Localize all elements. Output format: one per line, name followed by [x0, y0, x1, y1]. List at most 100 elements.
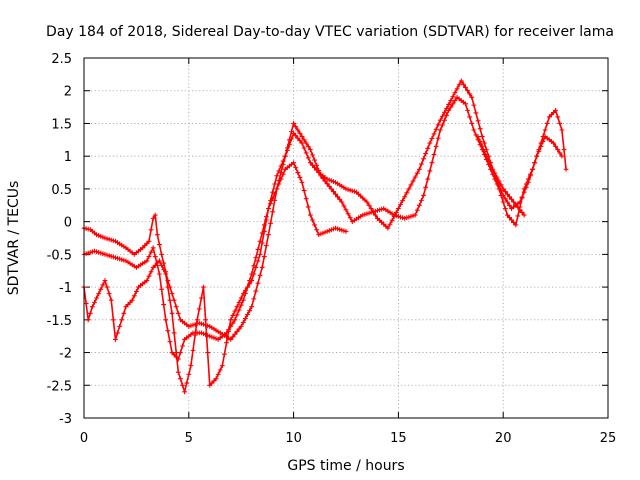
data-point	[467, 91, 473, 97]
data-point	[507, 215, 512, 220]
data-point	[536, 148, 542, 154]
data-point	[416, 202, 422, 208]
y-tick-label: -3	[59, 412, 72, 427]
data-point	[446, 102, 452, 107]
data-point	[553, 143, 558, 149]
data-point	[314, 227, 320, 233]
data-point	[305, 155, 311, 161]
data-point	[247, 308, 252, 314]
data-point	[261, 229, 267, 234]
data-point	[234, 312, 240, 318]
data-point	[479, 143, 485, 149]
data-point	[519, 210, 525, 215]
data-point	[440, 113, 445, 119]
x-tick-label: 25	[600, 431, 617, 446]
data-point	[542, 127, 548, 133]
data-point	[509, 196, 514, 202]
y-tick-label: 1.5	[51, 117, 72, 132]
data-point	[173, 304, 179, 310]
data-point	[484, 153, 489, 159]
data-point	[469, 121, 475, 126]
series-line	[83, 80, 525, 341]
tick-labels: 0 5 10 15 20 25 -3 -2.5 -2 -1.5 -1 -0.5 0 0.5 1 1.5 2 2.5	[47, 52, 617, 446]
data-point	[217, 367, 223, 373]
data-point	[504, 191, 510, 197]
data-point	[226, 328, 232, 334]
data-point	[347, 215, 353, 221]
data-point	[557, 121, 563, 126]
data-point	[553, 107, 558, 113]
data-point	[180, 343, 185, 349]
data-point	[431, 152, 437, 157]
data-point	[475, 134, 481, 139]
data-point	[85, 317, 91, 323]
x-tick-label: 5	[185, 431, 193, 446]
data-point	[324, 181, 330, 187]
data-point	[274, 173, 280, 179]
data-point	[293, 133, 299, 139]
data-point	[148, 249, 154, 255]
data-point	[205, 350, 211, 355]
data-point	[297, 175, 303, 180]
data-point	[496, 183, 502, 189]
data-point	[433, 126, 439, 132]
data-point	[276, 168, 282, 174]
data-point	[303, 196, 309, 202]
y-tick-label: -1	[59, 281, 72, 296]
data-point	[519, 194, 525, 200]
data-point	[203, 317, 208, 323]
data-point	[316, 168, 322, 173]
data-point	[102, 278, 108, 283]
data-point	[146, 238, 152, 244]
data-point	[94, 295, 99, 301]
data-point	[146, 254, 152, 259]
data-point	[270, 209, 276, 215]
data-point	[284, 145, 290, 151]
data-point	[341, 203, 347, 209]
data-point	[117, 323, 123, 329]
data-point	[236, 326, 242, 332]
data-point	[465, 107, 470, 113]
data-point	[398, 202, 403, 208]
data-point	[251, 296, 257, 302]
data-point	[171, 297, 177, 303]
data-point	[232, 317, 238, 323]
data-point	[198, 295, 204, 301]
data-point	[523, 184, 529, 190]
data-point	[314, 162, 320, 168]
data-point	[471, 102, 477, 108]
data-point	[555, 114, 561, 120]
data-point	[255, 247, 261, 252]
y-tick-label: 2.5	[51, 52, 72, 67]
data-point	[364, 199, 370, 205]
data-point	[242, 316, 248, 321]
data-point	[249, 304, 255, 310]
data-point	[509, 217, 514, 223]
data-point	[169, 291, 175, 297]
data-point	[328, 186, 334, 192]
data-point	[477, 126, 483, 132]
data-point	[219, 363, 225, 369]
data-point	[433, 143, 439, 149]
data-point	[429, 136, 435, 141]
data-point	[310, 217, 315, 223]
data-point	[263, 243, 269, 249]
data-point	[106, 291, 112, 297]
data-point	[303, 150, 309, 156]
data-point	[479, 134, 485, 139]
data-point	[251, 271, 257, 277]
data-point	[222, 351, 227, 357]
data-point	[184, 380, 190, 386]
data-point	[247, 281, 252, 287]
data-point	[502, 206, 508, 211]
data-point	[408, 182, 414, 188]
data-point	[412, 174, 418, 180]
data-point	[326, 183, 332, 189]
data-point	[259, 265, 265, 270]
data-point	[538, 143, 544, 149]
data-point	[301, 137, 307, 143]
y-tick-label: -1.5	[47, 314, 72, 329]
data-point	[268, 220, 273, 226]
data-point	[278, 176, 284, 182]
data-point	[150, 215, 156, 221]
